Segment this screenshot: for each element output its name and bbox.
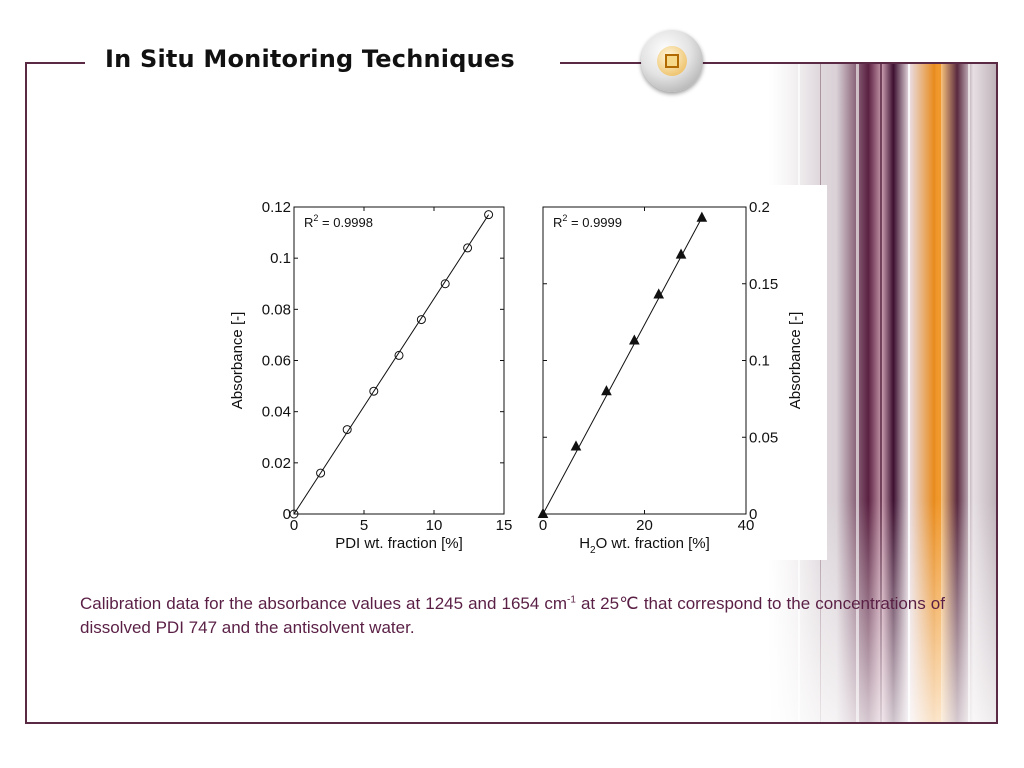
x-tick-label: 5	[360, 517, 368, 534]
caption-text-continued: at 25℃ that correspond to the concentrat…	[80, 594, 945, 637]
data-point-circle	[463, 243, 473, 253]
data-point-circle	[440, 279, 450, 289]
y-tick-label: 0	[749, 506, 757, 523]
x-tick-label: 10	[426, 517, 443, 534]
caption-superscript: -1	[567, 594, 576, 606]
y-tick-label: 0.02	[262, 455, 291, 472]
data-point-circle	[394, 350, 404, 360]
data-point-triangle	[601, 385, 612, 396]
x-tick-label: 40	[738, 517, 755, 534]
caption-text: Calibration data for the absorbance valu…	[80, 594, 568, 613]
y-tick-label: 0.05	[749, 429, 778, 446]
data-point-circle	[316, 468, 326, 478]
square-badge-icon	[641, 30, 703, 92]
y-tick-label: 0.08	[262, 301, 291, 318]
x-tick-label: 0	[539, 517, 547, 534]
data-point-circle	[289, 509, 299, 519]
y-tick-label: 0.06	[262, 353, 291, 370]
x-tick-label: 20	[636, 517, 653, 534]
y-tick-label: 0	[283, 506, 291, 523]
title-backdrop	[85, 58, 560, 68]
chart-pdi-calibration: 0 5 10 15 0 0.02 0.04 0.06 0.08 0.1 0.12 R2 = 0.999…	[229, 199, 512, 552]
x-tick-label: 0	[290, 517, 298, 534]
plot-area	[542, 206, 747, 515]
y-tick-label: 0.1	[270, 250, 291, 267]
fit-line	[542, 217, 703, 515]
figure-caption: Calibration data for the absorbance valu…	[80, 592, 945, 640]
y-axis-label: Absorbance [-]	[787, 312, 804, 410]
slide-title: In Situ Monitoring Techniques	[105, 45, 515, 73]
y-tick-label: 0.15	[749, 276, 778, 293]
y-axis-label: Absorbance [-]	[229, 312, 246, 410]
data-point-circle	[369, 386, 379, 396]
data-point-triangle	[675, 248, 687, 259]
data-point-triangle	[537, 507, 549, 518]
data-point-triangle	[570, 440, 582, 451]
y-tick-label: 0.1	[749, 353, 770, 370]
plot-area	[293, 206, 505, 515]
r-squared-annotation: R2 = 0.9998	[304, 213, 373, 230]
fit-line	[293, 214, 490, 515]
data-point-circle	[342, 425, 352, 435]
calibration-charts: 0 5 10 15 0 0.02 0.04 0.06 0.08 0.1 0.12 R2 = 0.999…	[229, 199, 804, 556]
x-axis-label: PDI wt. fraction [%]	[335, 535, 463, 552]
r-squared-annotation: R2 = 0.9999	[553, 213, 622, 230]
x-tick-label: 15	[496, 517, 513, 534]
y-tick-label: 0.2	[749, 199, 770, 216]
data-point-circle	[416, 315, 426, 325]
data-point-triangle	[629, 334, 640, 345]
x-axis-label: H2O wt. fraction [%]	[579, 535, 710, 556]
data-point-circle	[484, 210, 494, 220]
y-tick-label: 0.12	[262, 199, 291, 216]
data-point-triangle	[653, 288, 665, 299]
data-point-triangle	[696, 211, 708, 222]
y-tick-label: 0.04	[262, 404, 291, 421]
